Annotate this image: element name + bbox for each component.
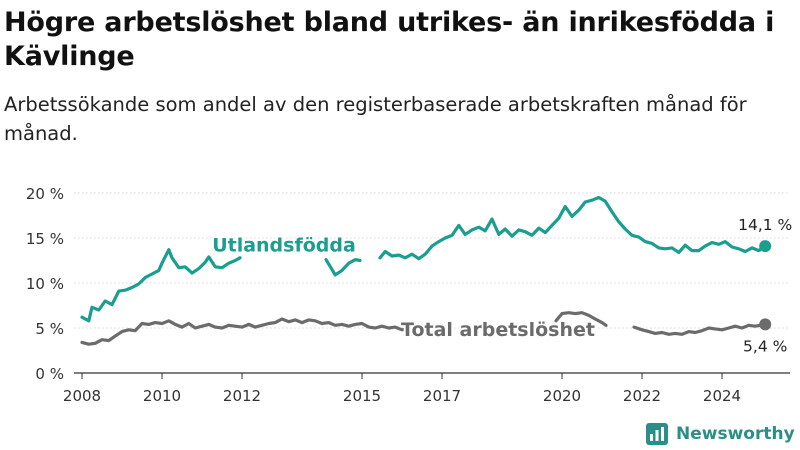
chart-title: Högre arbetslöshet bland utrikes- än inr… xyxy=(4,7,775,72)
annotation-total: Total arbetslöshet xyxy=(401,319,595,341)
y-tick-label: 10 % xyxy=(26,275,64,293)
series-end-point xyxy=(759,240,772,253)
series-line-utlandsfodda xyxy=(80,195,767,323)
newsworthy-logo-icon xyxy=(646,423,668,445)
series-end-point xyxy=(759,318,772,331)
axes: 0 % 5 % 10 % 15 % 20 % 2008 2010 2012 2015 2017 20… xyxy=(26,185,790,405)
y-tick-label: 5 % xyxy=(35,320,64,338)
series-lines xyxy=(80,195,772,346)
brand-logo: Newsworthy xyxy=(645,421,795,447)
x-tick-label: 2008 xyxy=(63,387,101,405)
x-tick-label: 2024 xyxy=(703,387,741,405)
series-line-total xyxy=(80,311,767,346)
series-labels: 14,1 % 5,4 % Utlandsfödda Total arbetslöshe… xyxy=(210,216,792,355)
x-tick-label: 2020 xyxy=(543,387,581,405)
y-tick-label: 15 % xyxy=(26,230,64,248)
brand-name: Newsworthy xyxy=(676,424,795,444)
annotation-utlandsfodda: Utlandsfödda xyxy=(212,235,356,257)
y-tick-label: 20 % xyxy=(26,185,64,203)
series-end-value-label: 5,4 % xyxy=(743,337,787,355)
chart-subtitle: Arbetssökande som andel av den registerb… xyxy=(4,93,747,145)
x-tick-label: 2012 xyxy=(223,387,261,405)
x-tick-label: 2010 xyxy=(143,387,181,405)
x-tick-label: 2022 xyxy=(623,387,661,405)
x-tick-label: 2015 xyxy=(343,387,381,405)
y-tick-label: 0 % xyxy=(35,365,64,383)
x-tick-label: 2017 xyxy=(423,387,461,405)
series-end-value-label: 14,1 % xyxy=(738,216,792,234)
grid-lines xyxy=(74,192,790,329)
